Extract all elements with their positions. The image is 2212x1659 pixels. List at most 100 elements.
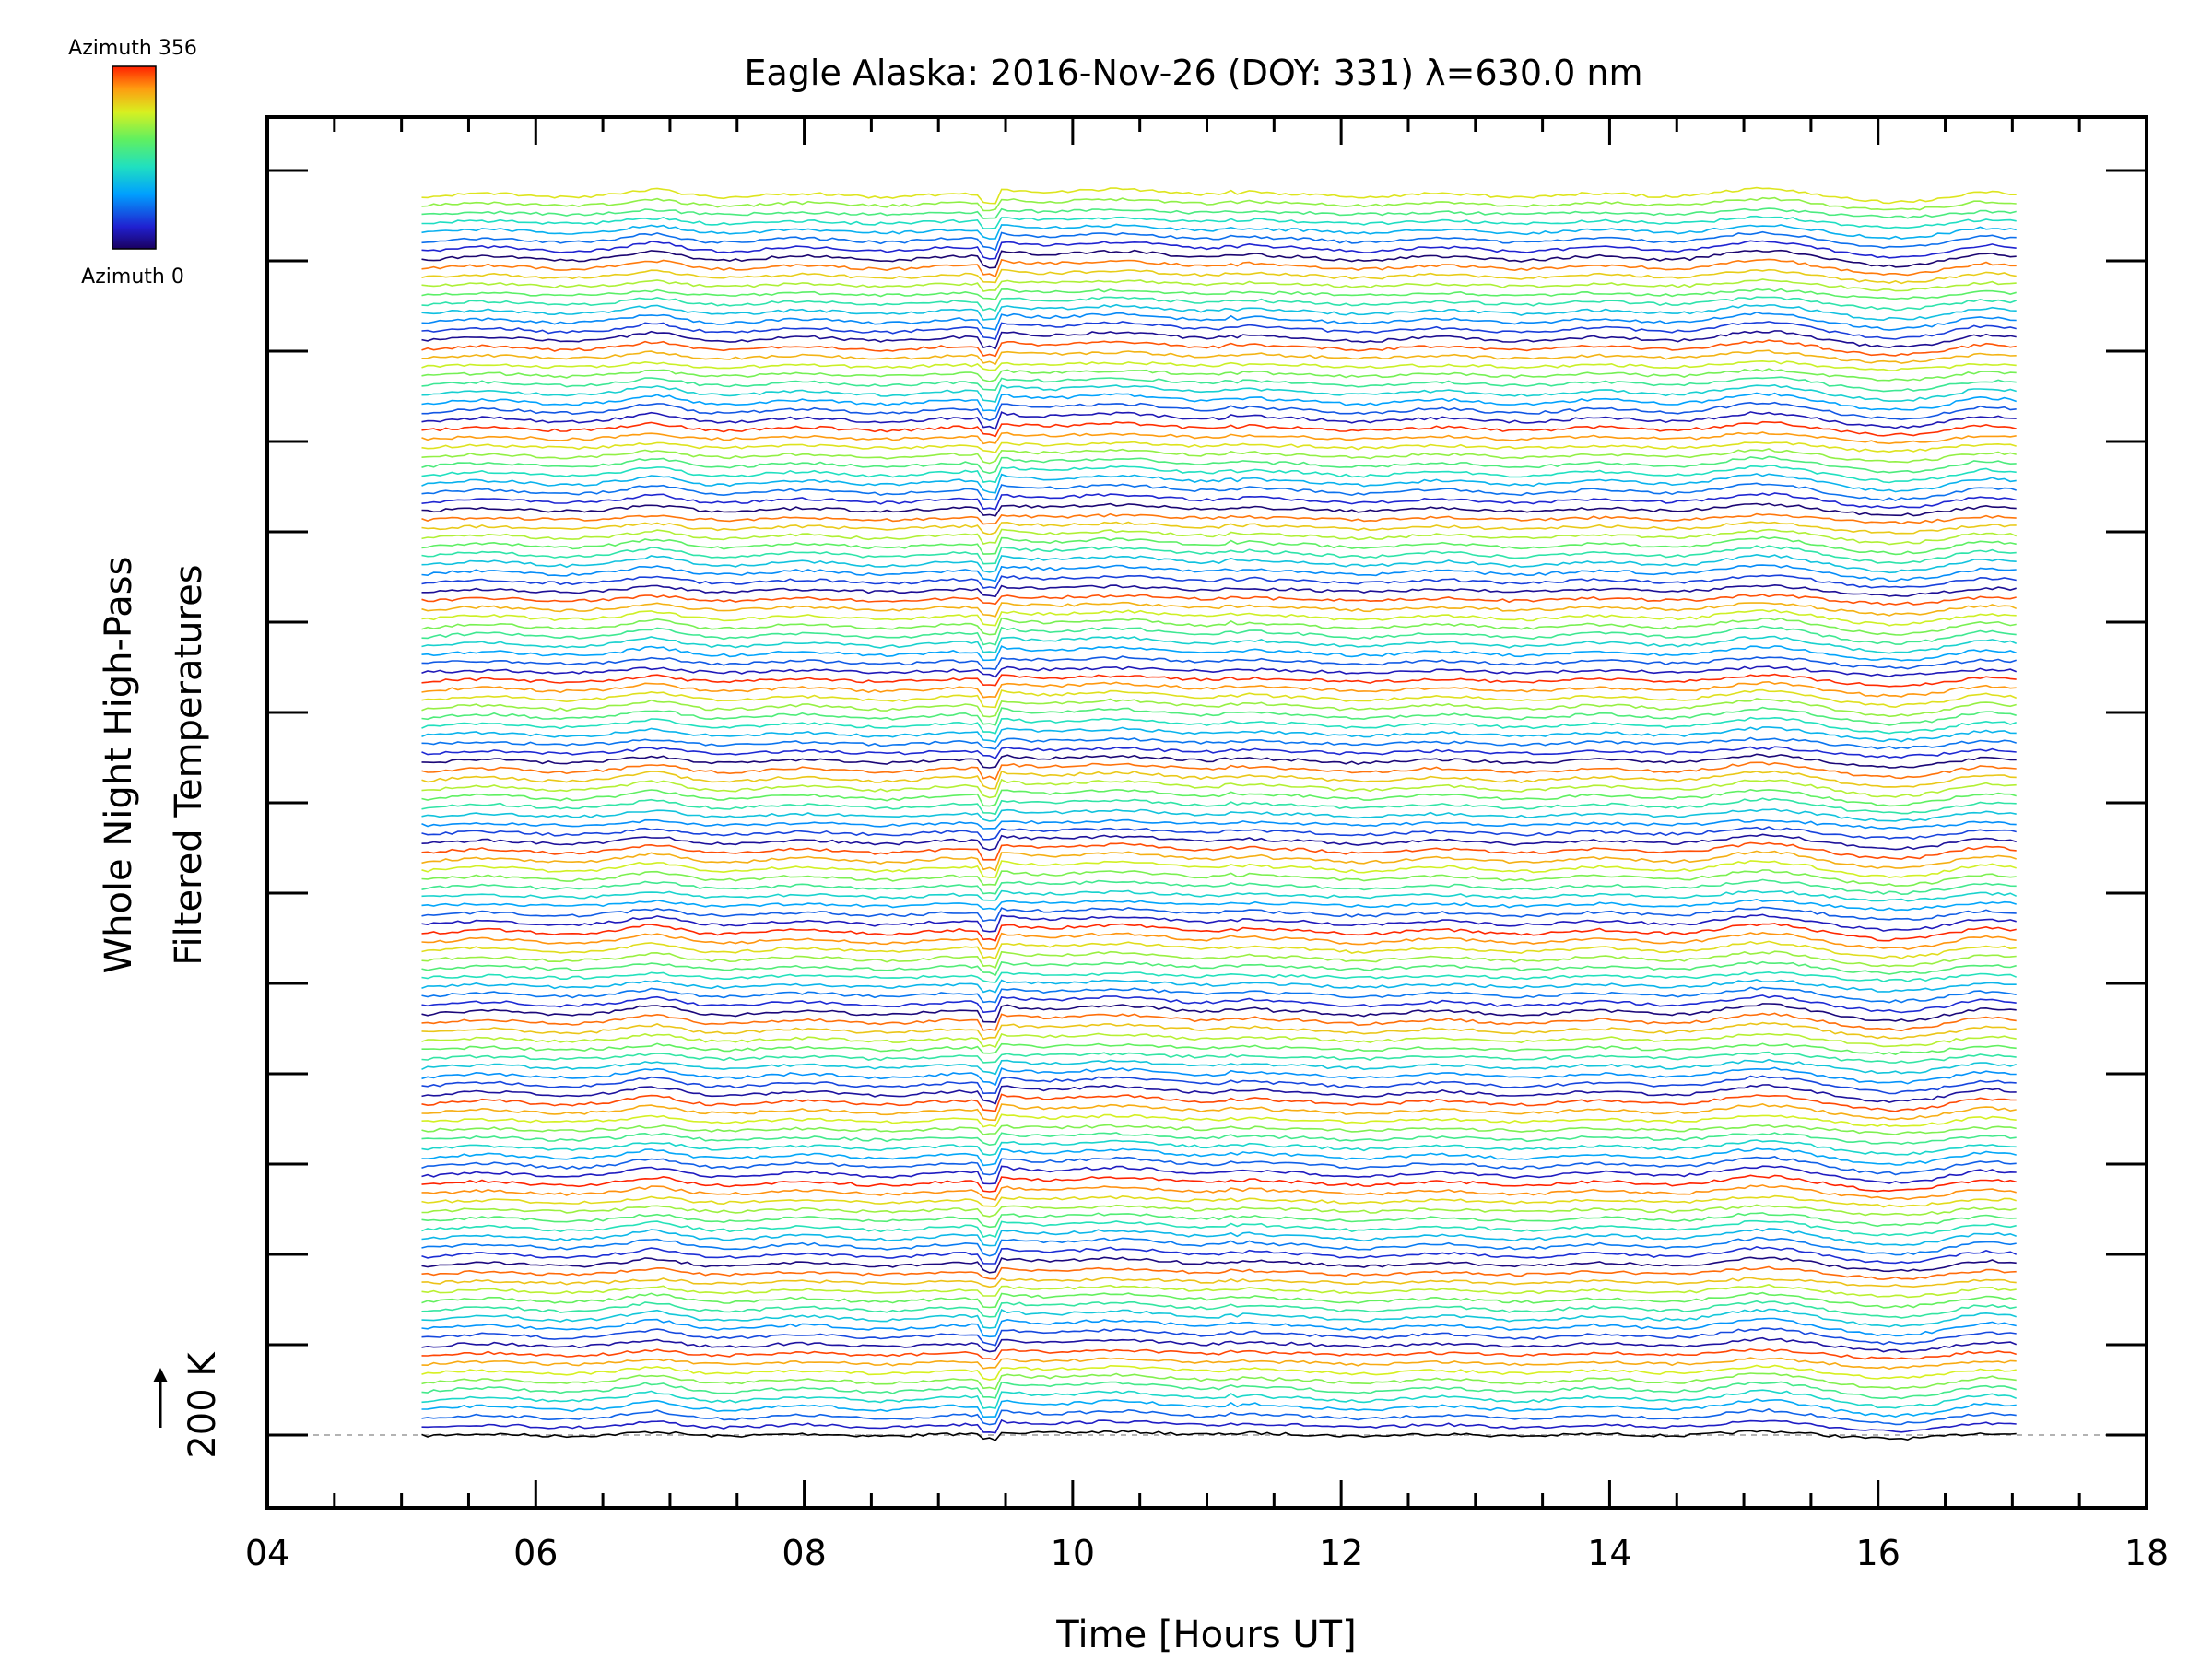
series-line <box>421 850 2017 872</box>
series-line <box>421 321 2017 340</box>
series-line <box>421 617 2017 636</box>
colorbar-bottom-label: Azimuth 0 <box>81 265 184 288</box>
series-line <box>421 994 2017 1014</box>
series-line <box>421 753 2017 769</box>
series-line <box>421 665 2017 678</box>
series-line <box>421 215 2017 229</box>
series-line <box>421 1212 2017 1229</box>
series-line <box>421 1300 2017 1319</box>
series-line <box>421 1398 2017 1418</box>
series-line <box>421 1317 2017 1338</box>
series-line <box>421 1156 2017 1176</box>
series-line <box>421 230 2017 252</box>
series-line <box>421 1051 2017 1064</box>
series-line <box>421 1256 2017 1274</box>
series-line <box>421 1418 2017 1434</box>
series-line <box>421 278 2017 292</box>
series-line <box>421 698 2017 718</box>
series-line <box>421 655 2017 671</box>
series-line <box>421 1308 2017 1329</box>
series-line <box>421 1219 2017 1238</box>
x-axis-label: Time [Hours UT] <box>1055 1614 1356 1656</box>
series-line <box>421 680 2017 699</box>
series-line <box>421 950 2017 969</box>
series-line <box>421 609 2017 627</box>
x-tick-label: 18 <box>2124 1533 2169 1573</box>
x-tick-label: 16 <box>1856 1533 1900 1573</box>
series-line <box>421 441 2017 453</box>
series-line <box>421 736 2017 750</box>
series-line <box>421 960 2017 977</box>
series-line <box>421 574 2017 589</box>
series-line <box>421 448 2017 465</box>
series-line <box>421 368 2017 382</box>
series-line <box>421 401 2017 421</box>
x-tick-labels: 04 06 08 10 12 14 16 18 <box>245 1533 2169 1573</box>
series-line <box>421 1277 2017 1288</box>
x-tick-label: 08 <box>782 1533 826 1573</box>
series-line <box>421 1364 2017 1381</box>
series-line <box>421 1139 2017 1157</box>
series-line <box>421 1075 2017 1095</box>
series-line <box>421 553 2017 574</box>
series-line <box>421 1389 2018 1409</box>
series-line <box>421 535 2017 556</box>
series-line <box>421 1236 2017 1257</box>
series-line <box>421 349 2017 366</box>
chart-title: Eagle Alaska: 2016-Nov-26 (DOY: 331) λ=6… <box>745 53 1643 93</box>
series-line <box>421 1291 2017 1309</box>
series-line <box>421 583 2017 598</box>
series-line <box>421 1245 2018 1265</box>
series-line <box>421 376 2017 393</box>
series-line <box>421 1021 2017 1041</box>
series-line <box>421 1032 2017 1048</box>
series-line <box>421 1174 2017 1193</box>
series-line <box>421 645 2017 662</box>
series-line <box>421 818 2017 830</box>
series-line <box>421 330 2017 350</box>
series-line <box>421 986 2017 1004</box>
series-line <box>421 502 2017 517</box>
series-line <box>421 931 2017 950</box>
series-line <box>421 482 2017 501</box>
series-line <box>421 878 2017 896</box>
series-line <box>421 594 2017 606</box>
series-line <box>421 1357 2017 1371</box>
series-line <box>421 359 2017 371</box>
series-line <box>421 339 2017 358</box>
series-line <box>421 465 2017 484</box>
series-line <box>421 1194 2017 1208</box>
series-line <box>421 512 2017 525</box>
series-line <box>421 296 2017 312</box>
y-axis-label-line1: Whole Night High-Pass <box>98 557 140 974</box>
series-line <box>421 1058 2017 1076</box>
colorbar-top-label: Azimuth 356 <box>68 37 197 60</box>
series-line <box>421 923 2017 942</box>
series-line <box>421 898 2017 912</box>
series-line <box>421 1372 2017 1391</box>
series-line <box>421 625 2017 646</box>
series-line <box>421 971 2018 983</box>
x-tick-label: 10 <box>1051 1533 1095 1573</box>
series-line <box>421 1204 2017 1218</box>
x-tick-label: 04 <box>245 1533 289 1573</box>
series-line <box>421 431 2017 445</box>
scale-marker: 200 K <box>153 1351 224 1459</box>
series-line <box>421 492 2017 511</box>
axis-ticks <box>265 117 2148 1508</box>
series-line <box>421 223 2017 240</box>
series-line <box>421 196 2017 212</box>
series-line <box>421 778 2017 799</box>
series-line <box>421 420 2017 438</box>
series-line <box>421 249 2017 269</box>
series-line <box>421 906 2017 923</box>
series-line <box>421 1132 2017 1147</box>
scale-marker-label: 200 K <box>182 1351 224 1459</box>
series-line <box>421 940 2017 959</box>
series-line <box>421 392 2017 412</box>
series-line <box>421 826 2017 841</box>
series-line <box>421 268 2017 285</box>
series-line <box>421 411 2017 430</box>
series-line <box>421 860 2017 878</box>
